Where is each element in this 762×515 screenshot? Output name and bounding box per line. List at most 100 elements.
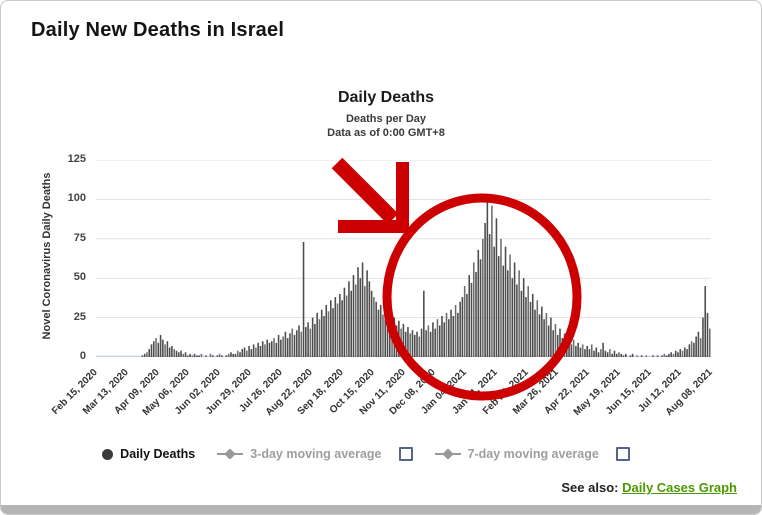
daily-deaths-bar bbox=[581, 344, 584, 357]
daily-deaths-bar bbox=[227, 353, 230, 357]
daily-deaths-bar bbox=[429, 331, 432, 357]
checkbox-7day-avg[interactable] bbox=[615, 447, 630, 461]
legend-item-7day-avg[interactable]: 7-day moving average bbox=[434, 447, 630, 461]
page-title: Daily New Deaths in Israel bbox=[31, 19, 285, 41]
daily-deaths-bar bbox=[141, 355, 144, 357]
daily-deaths-bar bbox=[182, 353, 185, 357]
daily-deaths-bar bbox=[452, 316, 455, 357]
daily-deaths-bar bbox=[166, 341, 169, 357]
daily-deaths-bar bbox=[286, 338, 289, 357]
daily-deaths-bar bbox=[150, 344, 153, 357]
daily-deaths-bar bbox=[552, 330, 554, 357]
y-tick-label: 0 bbox=[79, 350, 86, 362]
daily-deaths-bar bbox=[618, 352, 620, 357]
chart-subtitle-2: Data as of 0:00 GMT+8 bbox=[327, 127, 445, 139]
y-tick-label: 50 bbox=[73, 271, 86, 284]
daily-deaths-bar bbox=[450, 309, 452, 357]
daily-deaths-bar bbox=[663, 353, 666, 357]
legend: Daily Deaths 3-day moving average 7-day … bbox=[1, 441, 731, 467]
daily-deaths-bar bbox=[189, 353, 191, 357]
y-tick-label: 75 bbox=[73, 231, 86, 244]
daily-deaths-bar bbox=[509, 254, 511, 357]
daily-deaths-bar bbox=[327, 311, 330, 357]
daily-deaths-bar bbox=[686, 349, 688, 357]
daily-deaths-bar bbox=[246, 350, 248, 357]
daily-deaths-bar bbox=[152, 341, 155, 357]
daily-deaths-bar bbox=[461, 297, 464, 357]
daily-deaths-bar bbox=[472, 262, 475, 357]
legend-item-3day-avg[interactable]: 3-day moving average bbox=[217, 447, 413, 461]
daily-deaths-bar bbox=[261, 341, 264, 357]
daily-deaths-bar bbox=[413, 334, 416, 357]
daily-deaths-bar bbox=[339, 293, 341, 357]
daily-deaths-bar bbox=[597, 352, 600, 357]
daily-deaths-bar bbox=[438, 325, 441, 357]
daily-deaths-bar bbox=[300, 331, 303, 357]
daily-deaths-bar bbox=[457, 312, 459, 357]
daily-deaths-bar bbox=[211, 355, 214, 357]
daily-deaths-bar bbox=[173, 349, 175, 357]
daily-deaths-bar bbox=[282, 336, 284, 357]
daily-deaths-bar bbox=[277, 334, 280, 357]
daily-deaths-bar bbox=[600, 349, 602, 357]
daily-deaths-bar bbox=[239, 352, 241, 357]
daily-deaths-bar bbox=[323, 316, 325, 357]
daily-deaths-bar bbox=[293, 334, 296, 357]
daily-deaths-bar bbox=[615, 353, 618, 357]
daily-deaths-bar bbox=[273, 338, 275, 357]
daily-deaths-bar bbox=[679, 349, 682, 357]
daily-deaths-bar bbox=[672, 353, 675, 357]
daily-deaths-bar bbox=[611, 353, 613, 357]
daily-deaths-bar bbox=[400, 328, 402, 357]
daily-deaths-bar bbox=[488, 234, 491, 357]
daily-deaths-bar bbox=[513, 262, 516, 357]
y-tick-label: 100 bbox=[67, 192, 86, 205]
daily-deaths-bar bbox=[352, 275, 355, 357]
daily-deaths-bar bbox=[184, 352, 187, 357]
legend-item-daily-deaths[interactable]: Daily Deaths bbox=[102, 447, 195, 461]
daily-deaths-bar bbox=[209, 353, 212, 357]
daily-deaths-bar bbox=[554, 323, 557, 357]
daily-deaths-bar bbox=[543, 319, 545, 357]
daily-deaths-bar bbox=[386, 317, 389, 357]
daily-deaths-bar bbox=[482, 238, 484, 357]
daily-deaths-bar bbox=[656, 355, 659, 357]
daily-deaths-bar bbox=[148, 349, 151, 357]
daily-deaths-bar bbox=[677, 352, 679, 357]
daily-deaths-bar bbox=[200, 353, 203, 357]
daily-deaths-bar bbox=[640, 355, 643, 357]
daily-deaths-bar bbox=[470, 282, 473, 357]
daily-deaths-bar bbox=[350, 290, 352, 357]
daily-deaths-bar bbox=[164, 344, 166, 357]
bottom-divider-strip bbox=[1, 505, 761, 514]
daily-deaths-bar bbox=[155, 338, 157, 357]
daily-deaths-bar bbox=[345, 295, 348, 357]
daily-deaths-bar bbox=[341, 300, 343, 357]
daily-deaths-bar bbox=[289, 333, 291, 357]
daily-cases-graph-link[interactable]: Daily Cases Graph bbox=[622, 480, 737, 495]
daily-deaths-bar bbox=[196, 355, 198, 357]
daily-deaths-bar bbox=[690, 341, 693, 357]
daily-deaths-bar bbox=[241, 349, 244, 357]
daily-deaths-bar bbox=[479, 259, 482, 357]
daily-deaths-bar bbox=[162, 339, 164, 357]
checkbox-3day-avg[interactable] bbox=[398, 447, 413, 461]
plot-area[interactable] bbox=[96, 160, 711, 358]
daily-deaths-bar bbox=[695, 336, 697, 357]
daily-deaths-bar bbox=[568, 336, 570, 357]
daily-deaths-bar bbox=[243, 347, 246, 357]
daily-deaths-bar bbox=[230, 352, 232, 357]
daily-deaths-bar bbox=[561, 338, 564, 357]
daily-deaths-bar bbox=[357, 267, 359, 357]
daily-deaths-bar bbox=[507, 270, 509, 357]
daily-deaths-bar bbox=[708, 328, 711, 357]
y-tick-label: 25 bbox=[73, 310, 86, 323]
daily-deaths-bar bbox=[382, 314, 384, 357]
daily-deaths-bar bbox=[409, 333, 411, 357]
daily-deaths-bar bbox=[377, 309, 380, 357]
daily-deaths-bar bbox=[275, 342, 278, 357]
daily-deaths-bar bbox=[395, 325, 398, 357]
daily-deaths-bar bbox=[427, 325, 430, 357]
daily-deaths-bar bbox=[193, 353, 196, 357]
daily-deaths-bar bbox=[389, 312, 391, 357]
